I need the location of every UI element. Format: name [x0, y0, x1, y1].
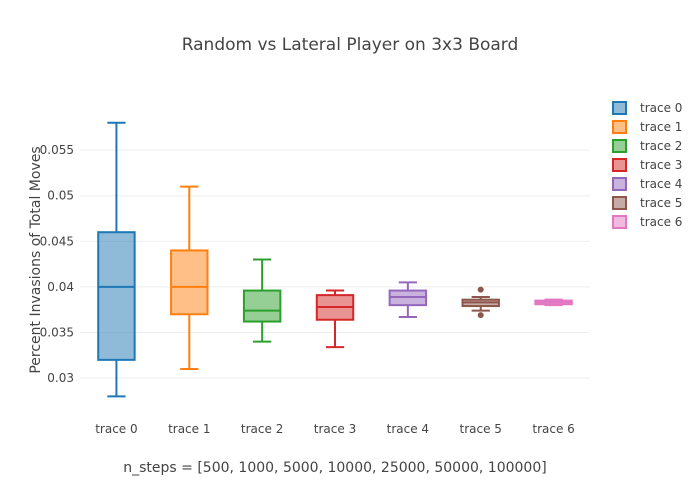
iqr-box [170, 249, 209, 316]
x-tick-label: trace 4 [387, 422, 429, 436]
x-axis-ticks: trace 0 trace 1 trace 2 trace 3 trace 4 trace… [95, 422, 575, 436]
legend-swatch [612, 101, 627, 115]
legend-label: trace 3 [640, 158, 682, 172]
legend-item[interactable]: trace 3 [612, 158, 682, 172]
legend-swatch [612, 158, 627, 172]
legend-item[interactable]: trace 0 [612, 101, 682, 115]
legend-label: trace 0 [640, 101, 682, 115]
legend-item[interactable]: trace 1 [612, 120, 682, 134]
y-tick-label: 0.045 [40, 234, 74, 248]
outlier-point [477, 312, 484, 319]
outlier-point [477, 286, 484, 293]
legend-swatch [612, 215, 627, 229]
legend-swatch [612, 120, 627, 134]
box-trace-3 [315, 289, 355, 349]
legend-item[interactable]: trace 6 [612, 215, 682, 229]
x-axis-label: n_steps = [500, 1000, 5000, 10000, 25000… [123, 460, 546, 476]
y-axis-ticks: 0.03 0.035 0.04 0.045 0.05 0.055 [40, 143, 74, 385]
legend: trace 0 trace 1 trace 2 trace 3 trace 4 trace… [612, 101, 682, 229]
chart-title: Random vs Lateral Player on 3x3 Board [182, 35, 519, 55]
iqr-box [242, 289, 282, 323]
x-tick-label: trace 5 [460, 422, 502, 436]
legend-label: trace 6 [640, 215, 682, 229]
legend-label: trace 1 [640, 120, 682, 134]
y-tick-label: 0.04 [47, 280, 74, 294]
box-trace-5 [461, 286, 500, 319]
legend-item[interactable]: trace 2 [612, 139, 682, 153]
x-tick-label: trace 1 [168, 422, 210, 436]
legend-swatch [612, 177, 627, 191]
legend-item[interactable]: trace 5 [612, 196, 682, 210]
box-trace-4 [388, 281, 428, 318]
plot-area [97, 121, 573, 398]
y-tick-label: 0.05 [47, 189, 74, 203]
legend-item[interactable]: trace 4 [612, 177, 682, 191]
y-tick-label: 0.055 [40, 143, 74, 157]
box-trace-0 [97, 121, 136, 398]
box-trace-6 [534, 298, 573, 307]
legend-label: trace 5 [640, 196, 682, 210]
iqr-box [97, 231, 136, 361]
y-tick-label: 0.03 [47, 371, 74, 385]
x-tick-label: trace 3 [314, 422, 356, 436]
legend-label: trace 2 [640, 139, 682, 153]
legend-label: trace 4 [640, 177, 682, 191]
box-trace-1 [170, 185, 209, 370]
y-axis-label: Percent Invasions of Total Moves [28, 146, 44, 373]
legend-swatch [612, 139, 627, 153]
grid-lines [80, 149, 590, 379]
x-tick-label: trace 6 [532, 422, 574, 436]
x-tick-label: trace 0 [95, 422, 137, 436]
y-tick-label: 0.035 [40, 326, 74, 340]
x-tick-label: trace 2 [241, 422, 283, 436]
box-trace-2 [242, 258, 282, 343]
legend-swatch [612, 196, 627, 210]
